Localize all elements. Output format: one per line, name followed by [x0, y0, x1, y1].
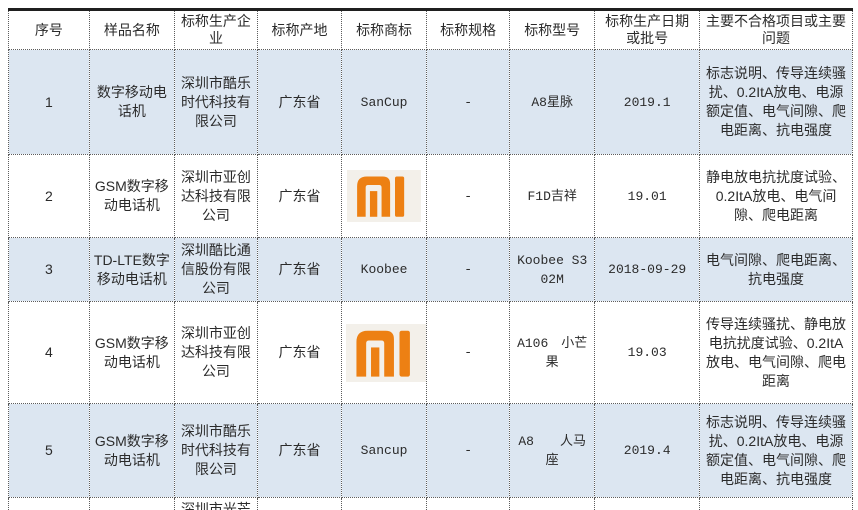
table-row: 1 数字移动电话机 深圳市酷乐时代科技有限公司 广东省 SanCup - A8星… [8, 49, 853, 155]
cell-manufacturer: 深圳市光芒 [173, 497, 258, 510]
cell-spec: - [426, 403, 511, 498]
header-manufacturer: 标称生产企业 [173, 9, 258, 50]
cell-origin: 广东省 [256, 49, 342, 155]
cell-spec [426, 497, 511, 510]
cell-origin: 广东省 [256, 403, 342, 498]
cell-production-date: 19.03 [594, 301, 701, 404]
header-origin: 标称产地 [256, 9, 342, 50]
cell-model: F1D吉祥 [509, 154, 596, 238]
cell-manufacturer: 深圳市酷乐时代科技有限公司 [173, 49, 258, 155]
table-row: 2 GSM数字移动电话机 深圳市亚创达科技有限公司 广东省 - F1D吉祥 19… [8, 154, 853, 238]
header-sample-name: 样品名称 [88, 9, 175, 50]
header-model: 标称型号 [509, 9, 596, 50]
cell-brand [340, 154, 428, 238]
cell-main-issues [699, 497, 853, 510]
table-row-partial: 深圳市光芒 [8, 497, 853, 510]
cell-spec: - [426, 301, 511, 404]
cell-origin: 广东省 [256, 301, 342, 404]
cell-production-date: 19.01 [594, 154, 701, 238]
cell-brand: SanCup [340, 49, 428, 155]
cell-serial-no: 3 [8, 237, 90, 302]
cell-sample-name: GSM数字移动电话机 [88, 301, 175, 404]
cell-manufacturer: 深圳市亚创达科技有限公司 [173, 301, 258, 404]
cell-spec: - [426, 154, 511, 238]
cell-origin [256, 497, 342, 510]
cell-serial-no: 4 [8, 301, 90, 404]
cell-origin: 广东省 [256, 154, 342, 238]
cell-main-issues: 标志说明、传导连续骚扰、0.2ItA放电、电源额定值、电气间隙、爬电距离、抗电强… [699, 49, 853, 155]
header-serial-no: 序号 [8, 9, 90, 50]
cell-brand: Koobee [340, 237, 428, 302]
table-row: 4 GSM数字移动电话机 深圳市亚创达科技有限公司 广东省 - A106 小芒果… [8, 301, 853, 404]
cell-serial-no [8, 497, 90, 510]
table-header-row: 序号 样品名称 标称生产企业 标称产地 标称商标 标称规格 标称型号 标称生产日… [8, 9, 853, 50]
header-production-date: 标称生产日期或批号 [594, 9, 701, 50]
cell-manufacturer: 深圳市酷乐时代科技有限公司 [173, 403, 258, 498]
xiaomi-mi-logo [347, 170, 422, 222]
xiaomi-mi-logo [345, 323, 426, 382]
cell-sample-name: TD-LTE数字移动电话机 [88, 237, 175, 302]
cell-model: A8星脉 [509, 49, 596, 155]
cell-model: Koobee S302M [509, 237, 596, 302]
cell-main-issues: 电气间隙、爬电距离、抗电强度 [699, 237, 853, 302]
cell-main-issues: 静电放电抗扰度试验、0.2ItA放电、电气间隙、爬电距离 [699, 154, 853, 238]
cell-main-issues: 传导连续骚扰、静电放电抗扰度试验、0.2ItA放电、电气间隙、爬电距离 [699, 301, 853, 404]
cell-brand [340, 301, 428, 404]
cell-model: A106 小芒果 [509, 301, 596, 404]
cell-spec: - [426, 237, 511, 302]
header-main-issues: 主要不合格项目或主要问题 [699, 9, 853, 50]
cell-serial-no: 5 [8, 403, 90, 498]
cell-model: A8 人马座 [509, 403, 596, 498]
cell-model [509, 497, 596, 510]
inspection-results-table: 序号 样品名称 标称生产企业 标称产地 标称商标 标称规格 标称型号 标称生产日… [8, 8, 853, 510]
cell-production-date [594, 497, 701, 510]
cell-main-issues: 标志说明、传导连续骚扰、0.2ItA放电、电源额定值、电气间隙、爬电距离、抗电强… [699, 403, 853, 498]
cell-production-date: 2019.4 [594, 403, 701, 498]
table-row: 3 TD-LTE数字移动电话机 深圳酷比通信股份有限公司 广东省 Koobee … [8, 237, 853, 302]
cell-spec: - [426, 49, 511, 155]
cell-sample-name [88, 497, 175, 510]
cell-sample-name: GSM数字移动电话机 [88, 154, 175, 238]
header-brand: 标称商标 [340, 9, 428, 50]
header-spec: 标称规格 [426, 9, 511, 50]
cell-brand: Sancup [340, 403, 428, 498]
cell-sample-name: GSM数字移动电话机 [88, 403, 175, 498]
table-row: 5 GSM数字移动电话机 深圳市酷乐时代科技有限公司 广东省 Sancup - … [8, 403, 853, 498]
cell-origin: 广东省 [256, 237, 342, 302]
cell-serial-no: 1 [8, 49, 90, 155]
cell-manufacturer: 深圳酷比通信股份有限公司 [173, 237, 258, 302]
cell-production-date: 2019.1 [594, 49, 701, 155]
cell-sample-name: 数字移动电话机 [88, 49, 175, 155]
cell-production-date: 2018-09-29 [594, 237, 701, 302]
cell-serial-no: 2 [8, 154, 90, 238]
cell-manufacturer: 深圳市亚创达科技有限公司 [173, 154, 258, 238]
cell-brand [340, 497, 428, 510]
